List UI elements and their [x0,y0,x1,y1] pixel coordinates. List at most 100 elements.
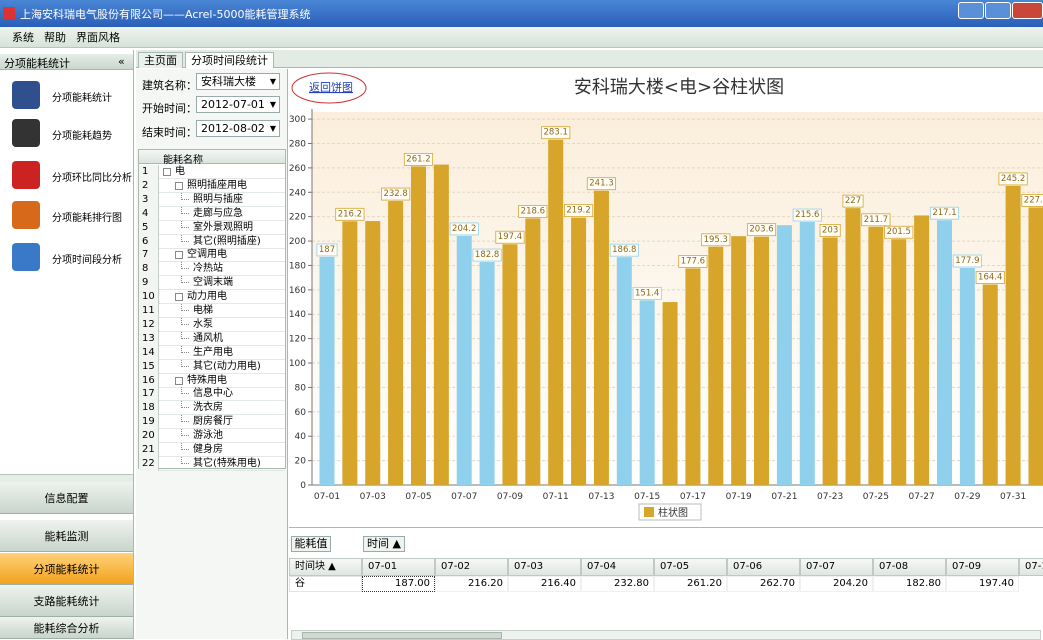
bar [593,190,609,485]
tree-row[interactable]: 19 厨房餐厅 [139,415,285,430]
y-tick-label: 240 [289,188,306,198]
close-button[interactable] [1012,2,1043,19]
minimize-button[interactable] [958,2,984,19]
tree-row[interactable]: 21 健身房 [139,443,285,457]
bar [616,257,632,485]
cell: 216.20 [435,576,508,592]
menu-item[interactable]: 界面风格 [76,31,120,44]
bar [799,222,815,485]
value-label-box [403,153,434,166]
node-label: 电梯 [193,305,213,316]
nav-button[interactable]: 能耗综合分析 [0,617,133,639]
tree-row[interactable]: 2 照明插座用电 [139,178,285,193]
item-label: 分项环比同比分析 [52,173,132,184]
tree-connector [181,276,189,284]
value-label: 195.3 [704,235,728,245]
bar [1005,185,1021,485]
nav-label: 能耗监测 [44,529,89,543]
node-label: 厨房餐厅 [193,416,233,428]
tree-row[interactable]: 6 其它(照明插座) [139,234,285,249]
sidebar-item[interactable]: 分项能耗趋势 [0,116,133,150]
y-tick-label: 40 [295,432,307,442]
end-date[interactable]: 2012-08-02 ▼ [196,120,280,137]
value-label: 203.6 [749,225,773,235]
value-label-box [449,222,479,236]
row-number: 18 [139,401,159,416]
menu-item[interactable]: 系统 [12,31,34,44]
collapse-button[interactable]: « [118,55,125,68]
node-label: 特殊用电 [187,374,227,386]
tree-row[interactable]: 22 其它(特殊用电) [139,456,285,471]
scroll-thumb[interactable] [302,632,502,639]
value-label: 204.2 [452,224,476,234]
app-icon [3,7,15,19]
nav-label: 能耗综合分析 [33,621,100,635]
node-label: 照明插座用电 [187,179,247,191]
tree-row[interactable]: 7 空调用电 [139,248,285,263]
y-tick-label: 140 [289,310,306,320]
tree-row[interactable]: 20 游泳池 [139,429,285,444]
expand-toggle [163,168,171,176]
value-label-box [842,194,864,208]
tree-row[interactable]: 11 电梯 [139,304,285,318]
tree-row[interactable]: 3 照明与插座 [139,192,285,207]
tab[interactable]: 分项时间段统计 [185,52,274,68]
tree-row[interactable]: 12 水泵 [139,317,285,332]
tree-connector [181,401,189,409]
y-tick-label: 180 [289,261,306,271]
value-label: 203 [822,225,838,235]
nav-button[interactable]: 能耗监测 [0,520,133,552]
column-header: 07-02 [435,558,508,576]
tree-row[interactable]: 10 动力用电 [139,290,285,305]
tree-row[interactable]: 15 其它(动力用电) [139,359,285,374]
cell: 197.40 [946,576,1019,592]
tree-row[interactable]: 4 走廊与应急 [139,206,285,221]
value-label-box [316,243,338,257]
nav-label: 支路能耗统计 [33,594,100,608]
tree-row[interactable]: 14 生产用电 [139,345,285,360]
nav-button[interactable]: 支路能耗统计 [0,585,133,617]
expand-toggle [175,181,183,190]
sidebar-item[interactable]: 分项能耗统计 [0,78,133,112]
sidebar-item[interactable]: 分项时间段分析 [0,240,133,274]
sidebar-item[interactable]: 分项环比同比分析 [0,158,133,192]
nav-button[interactable]: 分项能耗统计 [0,553,133,585]
value-label-box [929,206,960,220]
bar [548,139,564,485]
start-date[interactable]: 2012-07-01 ▼ [196,96,280,113]
tab[interactable]: 主页面 [138,52,183,68]
x-tick-label: 07-19 [726,492,752,502]
y-tick-label: 120 [289,335,306,345]
nav-button[interactable]: 信息配置 [0,482,133,514]
sidebar-item[interactable]: 分项能耗排行图 [0,198,133,232]
y-tick-label: 0 [300,481,306,491]
tree-row[interactable]: 8 冷热站 [139,262,285,277]
value-label-box [518,204,548,218]
value-label-box [975,271,1005,284]
tree-row[interactable]: 16 特殊用电 [139,373,285,388]
tree-row[interactable]: 5 室外景观照明 [139,220,285,235]
tree-connector [181,192,189,200]
value-label-box [335,207,365,221]
sort-button[interactable]: 时间 ▲ [363,536,405,552]
bar [685,268,701,485]
tree-row[interactable]: 9 空调末端 [139,276,285,291]
back-link[interactable]: 返回饼图 [309,80,353,94]
bar [776,225,792,485]
tree-row[interactable]: 18 洗衣房 [139,401,285,416]
bar [342,221,358,485]
row-number: 6 [139,234,159,249]
building-select[interactable]: 安科瑞大楼 ▼ [196,73,280,90]
table-tab[interactable]: 能耗值 [291,536,331,552]
row-number: 13 [139,331,159,346]
bar [845,208,861,485]
menu-item[interactable]: 帮助 [44,31,66,44]
x-tick-label: 07-03 [360,492,386,502]
x-tick-label: 07-25 [863,492,889,502]
column-header: 07-09 [946,558,1019,576]
item-label: 分项能耗排行图 [52,213,122,224]
maximize-button[interactable] [985,2,1011,19]
tree-row[interactable]: 17 信息中心 [139,387,285,402]
tree-row[interactable]: 13 通风机 [139,331,285,346]
